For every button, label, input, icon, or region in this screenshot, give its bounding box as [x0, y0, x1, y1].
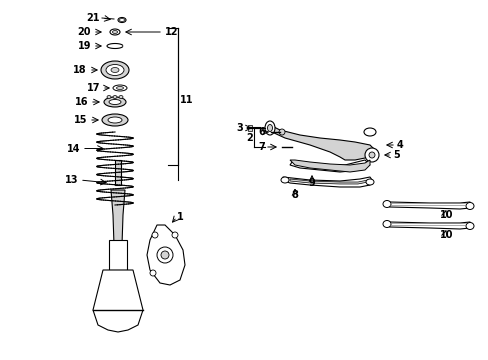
Ellipse shape: [101, 61, 129, 79]
Polygon shape: [147, 225, 184, 285]
Text: 11: 11: [180, 95, 193, 105]
Bar: [247, 125, 251, 131]
Text: 15: 15: [73, 115, 87, 125]
Text: 10: 10: [439, 230, 452, 240]
Bar: [109, 240, 127, 270]
Text: 18: 18: [73, 65, 87, 75]
Polygon shape: [282, 177, 371, 187]
Polygon shape: [93, 270, 142, 332]
Polygon shape: [384, 202, 471, 209]
Ellipse shape: [119, 95, 123, 99]
Ellipse shape: [109, 99, 121, 104]
Polygon shape: [267, 125, 374, 160]
Ellipse shape: [102, 114, 128, 126]
Circle shape: [152, 232, 158, 238]
Ellipse shape: [116, 86, 123, 90]
Ellipse shape: [106, 64, 124, 76]
Ellipse shape: [111, 68, 119, 72]
Text: 20: 20: [77, 27, 91, 37]
Polygon shape: [384, 222, 471, 229]
Polygon shape: [111, 190, 125, 250]
Ellipse shape: [363, 128, 375, 136]
Circle shape: [161, 251, 169, 259]
Ellipse shape: [104, 97, 126, 107]
Polygon shape: [289, 160, 369, 172]
Bar: [115, 160, 121, 185]
Text: 10: 10: [439, 210, 452, 220]
Text: 21: 21: [86, 13, 100, 23]
Text: 9: 9: [308, 178, 315, 188]
Circle shape: [368, 152, 374, 158]
Ellipse shape: [382, 220, 390, 228]
Polygon shape: [289, 160, 369, 172]
Text: 12: 12: [164, 27, 178, 37]
Circle shape: [172, 232, 178, 238]
Ellipse shape: [365, 179, 373, 185]
Text: 2: 2: [246, 133, 252, 143]
Text: 5: 5: [392, 150, 399, 160]
Ellipse shape: [108, 117, 122, 123]
Ellipse shape: [119, 18, 124, 22]
Ellipse shape: [264, 121, 274, 135]
Ellipse shape: [113, 95, 117, 99]
Ellipse shape: [113, 85, 127, 91]
Ellipse shape: [465, 222, 473, 230]
Circle shape: [157, 247, 173, 263]
Ellipse shape: [118, 18, 126, 23]
Text: 3: 3: [236, 123, 243, 133]
Text: 7: 7: [258, 142, 264, 152]
Circle shape: [279, 129, 285, 135]
Text: 17: 17: [86, 83, 100, 93]
Ellipse shape: [112, 31, 117, 33]
Ellipse shape: [110, 29, 120, 35]
Text: 4: 4: [396, 140, 403, 150]
Text: 8: 8: [291, 190, 298, 200]
Text: 13: 13: [64, 175, 78, 185]
Ellipse shape: [382, 201, 390, 207]
Circle shape: [364, 148, 378, 162]
Ellipse shape: [465, 202, 473, 210]
Circle shape: [150, 270, 156, 276]
Polygon shape: [289, 179, 367, 184]
Text: 19: 19: [77, 41, 91, 51]
Ellipse shape: [267, 125, 272, 131]
Text: 6: 6: [258, 127, 264, 137]
Text: 16: 16: [74, 97, 88, 107]
Ellipse shape: [281, 177, 288, 183]
Text: 14: 14: [66, 144, 80, 153]
Text: 1: 1: [177, 212, 183, 222]
Ellipse shape: [107, 95, 111, 99]
